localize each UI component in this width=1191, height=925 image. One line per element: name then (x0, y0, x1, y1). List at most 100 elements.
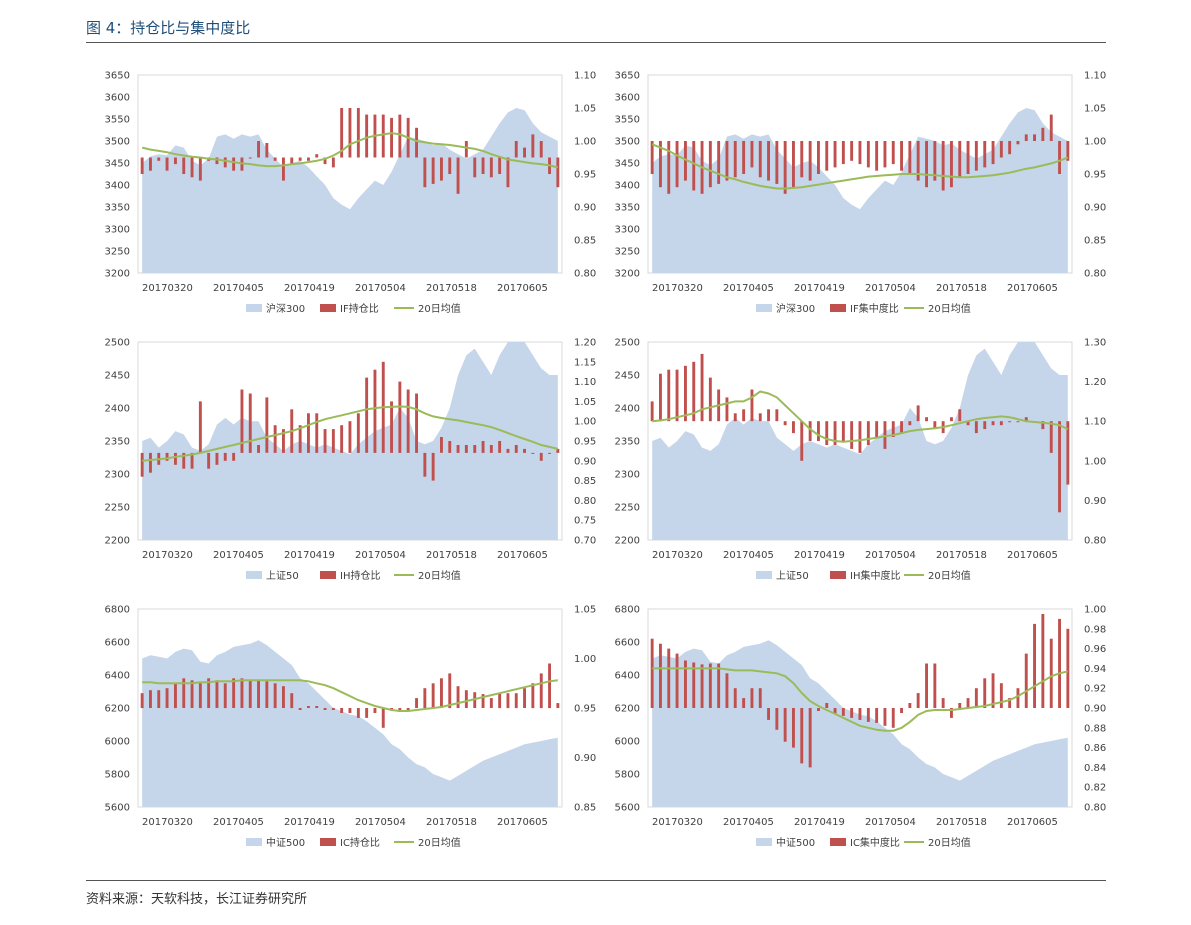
ratio-bar (700, 353, 704, 422)
ratio-bar (390, 401, 393, 453)
x-axis-tick-label: 20170504 (355, 283, 406, 294)
x-axis-tick-label: 20170504 (865, 550, 916, 561)
ratio-bar (717, 663, 721, 708)
ratio-bar (650, 141, 654, 174)
right-axis-tick-label: 0.80 (1084, 803, 1106, 814)
left-axis-tick-label: 3250 (105, 247, 130, 258)
ratio-bar (659, 373, 662, 422)
legend-swatch-ratio (320, 838, 336, 846)
legend-label-average: 20日均值 (928, 569, 971, 582)
ratio-bar (900, 421, 903, 434)
ratio-bar (667, 369, 671, 422)
ratio-bar (440, 678, 443, 708)
ratio-bar (817, 708, 820, 711)
right-axis-tick-label: 0.86 (1084, 743, 1106, 754)
ratio-bar (891, 141, 895, 165)
legend-label-average: 20日均值 (928, 302, 971, 315)
ratio-bar (659, 643, 662, 708)
ratio-bar (240, 678, 244, 708)
ratio-bar (974, 421, 978, 434)
x-axis-tick-label: 20170504 (355, 817, 406, 828)
ratio-bar (916, 693, 920, 708)
right-axis-tick-label: 0.90 (1084, 203, 1106, 214)
legend-swatch-index (246, 304, 262, 312)
ratio-bar (489, 157, 493, 178)
right-axis-tick-label: 0.75 (574, 516, 596, 527)
left-axis-tick-label: 3650 (615, 71, 640, 82)
x-axis-tick-label: 20170320 (142, 283, 193, 294)
legend-label-average: 20日均值 (418, 836, 461, 849)
ratio-bar (833, 421, 837, 445)
moving-average-line (651, 143, 1069, 190)
right-axis-tick-label: 1.30 (1084, 338, 1106, 349)
ratio-bar (456, 445, 460, 453)
ratio-bar (548, 663, 551, 709)
ratio-bar (440, 437, 443, 453)
ratio-bar (431, 683, 435, 709)
ratio-bar (307, 706, 310, 708)
x-axis-tick-label: 20170605 (1007, 550, 1058, 561)
left-axis-tick-label: 3550 (615, 115, 640, 126)
right-axis-tick-label: 0.95 (574, 437, 596, 448)
left-axis-tick-label: 2300 (105, 470, 130, 481)
ratio-bar (190, 452, 194, 469)
left-axis-tick-label: 2350 (105, 437, 130, 448)
ratio-bar (481, 694, 485, 708)
left-axis-tick-label: 6400 (105, 671, 130, 682)
ratio-bar (758, 141, 762, 178)
ratio-bar (531, 683, 535, 709)
ratio-bar (356, 108, 360, 158)
chart-panel-5: 5600 5800 6000 6200 6400 6600 6800 0.85 0.90 0.95… (86, 589, 606, 854)
figure-title: 图 4：持仓比与集中度比 (86, 19, 251, 37)
x-axis-tick-label: 20170320 (142, 817, 193, 828)
ratio-bar (307, 157, 310, 161)
legend-label-index: 中证500 (266, 836, 305, 849)
ratio-bar (999, 141, 1003, 158)
ratio-bar (883, 708, 887, 726)
ratio-bar (149, 690, 152, 708)
right-axis-tick-label: 0.95 (1084, 170, 1106, 181)
ratio-bar (908, 141, 912, 174)
ratio-bar (223, 683, 227, 709)
left-axis-tick-label: 6200 (615, 704, 640, 715)
ratio-bar (692, 361, 696, 422)
moving-average-line (652, 390, 1069, 443)
right-axis-tick-label: 0.88 (1084, 723, 1106, 734)
right-axis-tick-label: 0.92 (1084, 684, 1106, 695)
ratio-bar (257, 141, 260, 158)
ratio-bar (983, 421, 987, 430)
ratio-bar (1024, 134, 1028, 141)
legend-swatch-index (246, 571, 262, 579)
ratio-bar (692, 662, 696, 708)
right-axis-tick-label: 0.85 (1084, 236, 1106, 247)
right-axis-tick-label: 1.05 (574, 397, 596, 408)
index-area-series (652, 342, 1068, 540)
ratio-bar (240, 389, 244, 453)
ratio-bar (758, 413, 762, 422)
ratio-bar (464, 141, 468, 158)
ratio-bar (481, 157, 485, 174)
legend-label-index: 沪深300 (776, 302, 815, 315)
right-axis-tick-label: 0.96 (1084, 644, 1106, 655)
ratio-bar (464, 690, 468, 708)
ratio-bar (298, 425, 302, 453)
ratio-bar (307, 413, 310, 453)
right-axis-tick-label: 0.80 (1084, 536, 1106, 547)
right-axis-tick-label: 1.00 (574, 137, 596, 148)
ratio-bar (523, 448, 526, 453)
ratio-bar (950, 141, 953, 188)
ratio-bar (149, 452, 152, 473)
ratio-bar (900, 708, 903, 713)
right-axis-tick-label: 0.95 (574, 704, 596, 715)
x-axis-tick-label: 20170320 (652, 550, 703, 561)
ratio-bar (1049, 421, 1053, 453)
ratio-bar (415, 127, 418, 158)
moving-average-line (652, 667, 1069, 732)
left-axis-tick-label: 3650 (105, 71, 130, 82)
ratio-bar (489, 698, 493, 708)
ratio-bar (858, 421, 862, 453)
ratio-bar (506, 448, 510, 453)
ratio-bar (1049, 114, 1053, 141)
ratio-bar (373, 369, 377, 453)
ratio-bar (659, 141, 662, 188)
